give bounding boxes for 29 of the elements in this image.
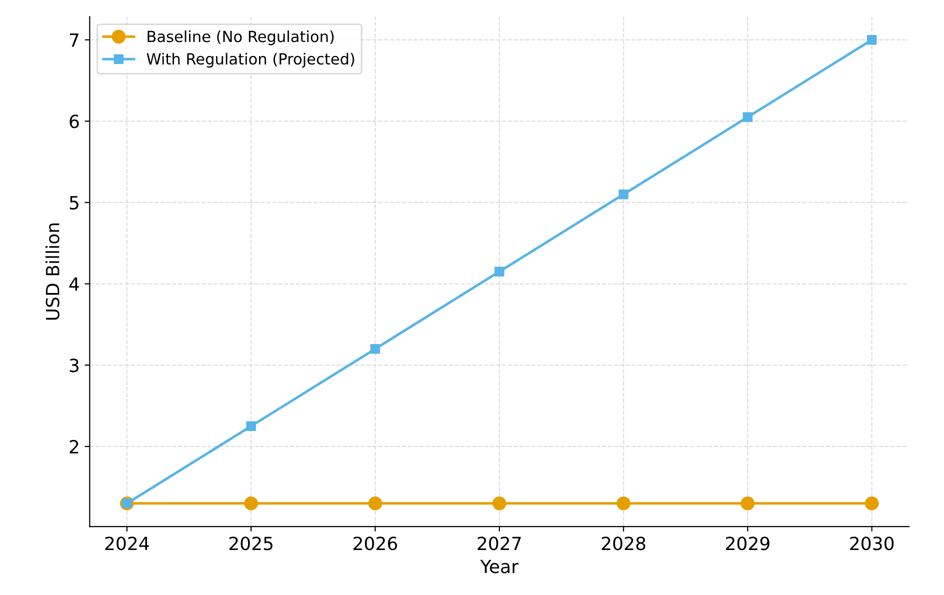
point [740, 496, 755, 510]
point [618, 189, 628, 200]
legend-label: Baseline (No Regulation) [148, 30, 334, 46]
x-tick-label: 2026 [354, 536, 398, 550]
point [864, 496, 879, 510]
y-tick-label: 7 [70, 34, 78, 47]
x-axis-title: Year [480, 560, 518, 574]
y-tick-label: 6 [70, 114, 79, 128]
point [246, 421, 256, 431]
legend-label: With Regulation (Projected) [146, 52, 354, 68]
y-tick-label: 4 [69, 278, 79, 291]
x-tick-label: 2028 [602, 536, 646, 550]
point [616, 496, 630, 510]
point [494, 266, 504, 276]
point [492, 496, 506, 510]
x-tick-label: 2030 [850, 536, 894, 550]
point [244, 496, 258, 510]
y-tick-label: 2 [70, 440, 78, 454]
x-tick-label: 2027 [478, 536, 521, 550]
y-tick-label: 3 [70, 358, 79, 372]
x-tick-label: 2024 [105, 536, 149, 550]
x-tick-label: 2025 [229, 536, 272, 550]
y-axis-title: USD Billion [45, 224, 60, 320]
point [368, 496, 382, 510]
point [742, 112, 753, 122]
point [866, 34, 877, 45]
x-tick-label: 2029 [726, 536, 770, 550]
point [370, 344, 380, 354]
y-tick-label: 5 [70, 196, 78, 210]
